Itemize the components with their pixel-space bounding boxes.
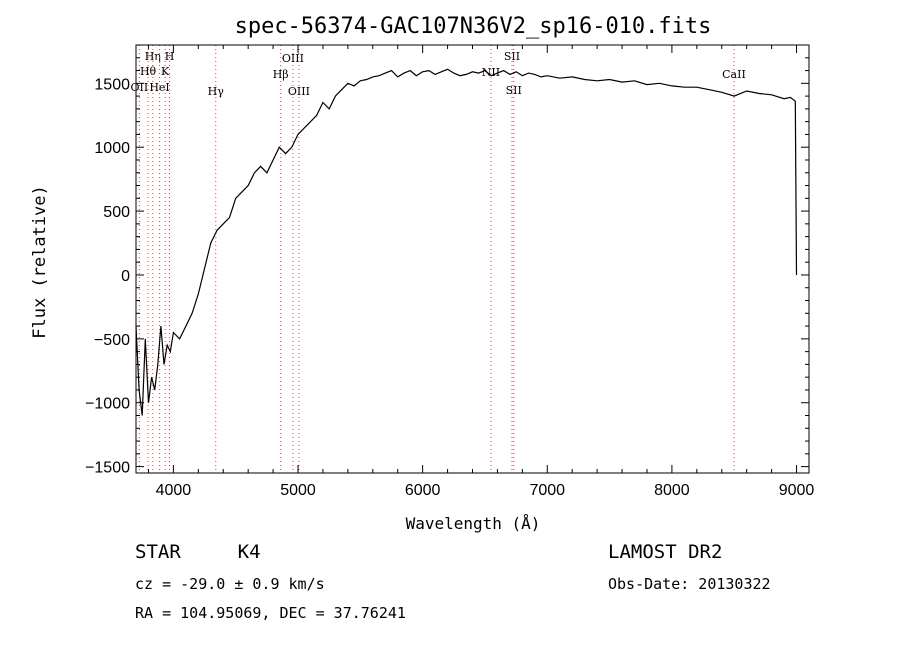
plot-frame — [135, 44, 810, 474]
emission-line-markers: OII Hθ Hη HeI KH Hγ Hβ OIII OIII NII SII SII CaII — [131, 45, 746, 473]
subclass-label: K4 — [237, 541, 261, 563]
marker-label: CaII — [722, 68, 746, 81]
obs-date: Obs-Date: 20130322 — [608, 575, 771, 593]
marker-label: OIII — [282, 52, 304, 65]
x-tick-label: 6000 — [405, 482, 441, 499]
y-tick-label: 1000 — [94, 140, 130, 157]
y-axis-label: Flux (relative) — [30, 185, 50, 339]
x-tick-label: 8000 — [654, 482, 690, 499]
axis-ticks: 4000 5000 6000 7000 8000 9000 −1500 −1000 −500 0 5… — [85, 45, 814, 499]
marker-label: SII — [504, 50, 520, 63]
class-label: STAR — [135, 541, 181, 563]
x-tick-label: 4000 — [156, 482, 192, 499]
y-tick-label: 500 — [103, 204, 130, 221]
y-tick-label: −1500 — [85, 460, 130, 477]
marker-label: Hη — [145, 50, 161, 63]
marker-label: H — [165, 50, 175, 63]
x-axis-label: Wavelength (Å) — [406, 514, 541, 533]
x-tick-label: 7000 — [529, 482, 565, 499]
chart-title: spec-56374-GAC107N36V2_sp16-010.fits — [235, 14, 712, 39]
x-tick-label: 9000 — [779, 482, 815, 499]
y-tick-label: 0 — [121, 268, 130, 285]
spectrum-line — [135, 68, 798, 416]
marker-label: OII — [131, 81, 149, 94]
marker-label: NII — [482, 66, 500, 79]
y-tick-label: 1500 — [94, 76, 130, 93]
marker-label: Hβ — [273, 68, 289, 81]
ra-dec-value: RA = 104.95069, DEC = 37.76241 — [135, 604, 406, 622]
cz-value: cz = -29.0 ± 0.9 km/s — [135, 575, 325, 593]
marker-label: OIII — [288, 85, 310, 98]
marker-label: SII — [506, 84, 522, 97]
marker-label: K — [161, 65, 170, 78]
x-tick-label: 5000 — [280, 482, 316, 499]
y-tick-label: −1000 — [85, 396, 130, 413]
marker-label: HeI — [149, 81, 169, 94]
object-class: STAR K4 — [135, 541, 261, 563]
y-tick-label: −500 — [94, 332, 130, 349]
marker-label: Hγ — [208, 85, 225, 98]
marker-label: Hθ — [140, 65, 157, 78]
survey-label: LAMOST DR2 — [608, 541, 723, 563]
